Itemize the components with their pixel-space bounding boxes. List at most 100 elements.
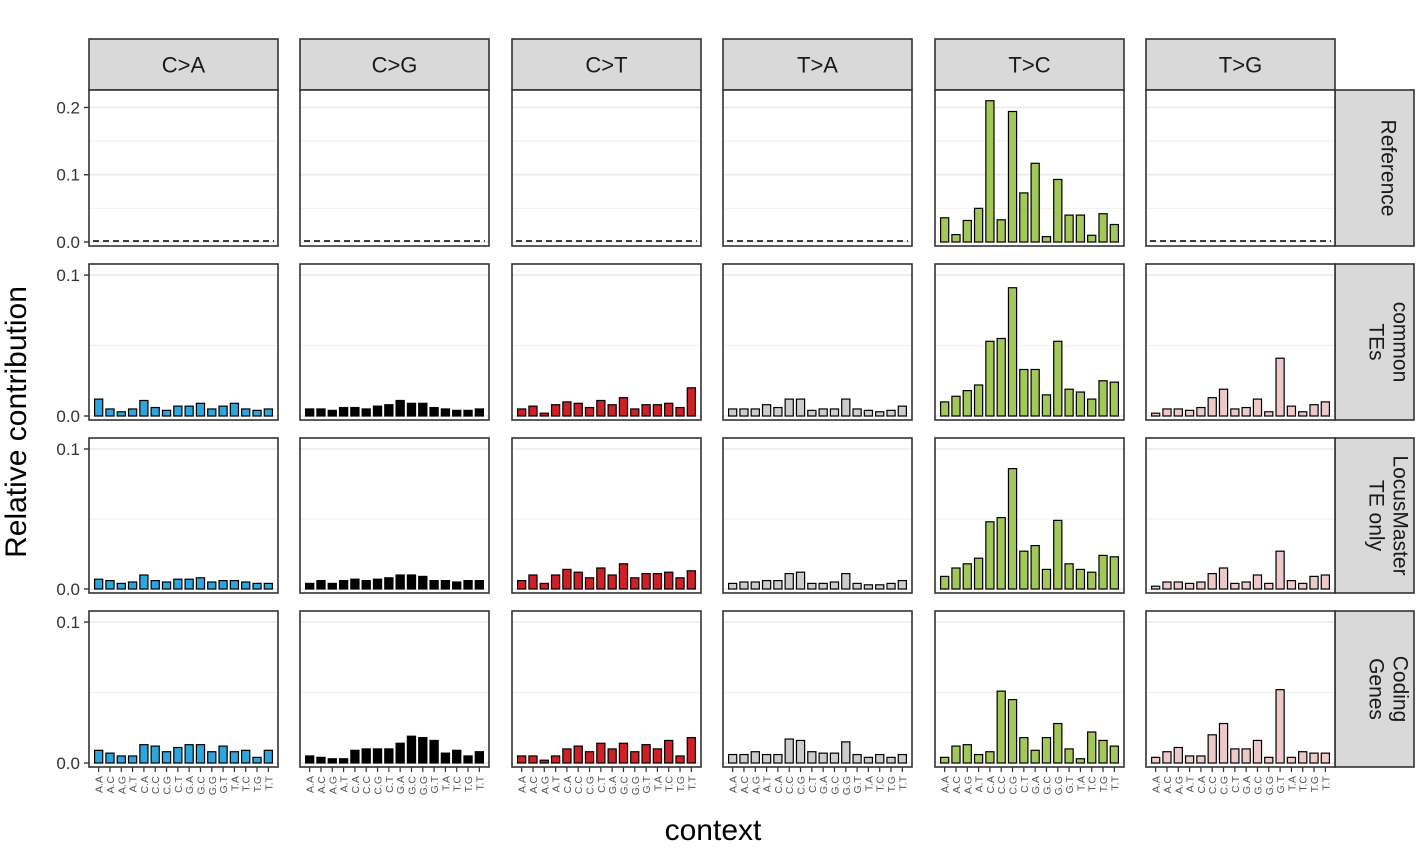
panel-border [299, 610, 490, 768]
xtick-label-t-to-g-t-c: T.C [1298, 776, 1310, 792]
bar-c-to-g-c-g [372, 405, 383, 417]
bar-t-to-c-a-t [973, 753, 984, 764]
bar-c-to-g-c-g [372, 578, 383, 590]
xtick-label-t-to-c-c-a: C.A [985, 776, 997, 794]
xtick-label-t-to-a-t-t: T.T [897, 775, 909, 790]
bar-c-to-t-a-a [516, 408, 527, 417]
xtick-label-c-to-g-g-g: G.G [418, 776, 430, 795]
bar-t-to-c-t-t [1109, 745, 1120, 764]
xtick-label-t-to-a-c-a: C.A [773, 776, 785, 794]
panel-background [512, 90, 701, 246]
bar-c-to-g-a-g [327, 582, 337, 590]
bar-t-to-a-c-a [773, 406, 783, 417]
bar-t-to-c-g-g [1053, 340, 1063, 417]
bar-t-to-c-t-t [1109, 556, 1120, 590]
bar-t-to-g-t-g [1309, 575, 1319, 590]
bar-c-to-g-c-c [361, 748, 371, 764]
xtick-label-c-to-g-g-a: G.A [395, 776, 407, 794]
bar-c-to-t-g-c [618, 397, 629, 417]
bar-c-to-t-a-g [539, 582, 549, 590]
xtick-label-c-to-t-c-g: C.G [585, 776, 597, 795]
bar-c-to-g-c-c [361, 408, 371, 417]
bar-c-to-a-c-a [139, 399, 149, 417]
xtick-label-c-to-a-c-c: C.C [150, 776, 162, 795]
bar-t-to-c-g-c [1041, 394, 1052, 417]
xtick-label-c-to-a-c-g: C.G [162, 776, 174, 795]
panel-reference-t-to-a [722, 89, 913, 247]
bar-t-to-c-c-c [996, 337, 1006, 417]
bar-t-to-a-c-t [807, 582, 817, 590]
panel-border [722, 263, 913, 421]
bar-t-to-g-t-a [1286, 405, 1297, 417]
bar-c-to-t-t-g [675, 406, 685, 417]
bar-t-to-c-t-a [1075, 568, 1086, 590]
facet-panels [88, 89, 1336, 768]
xtick-label-t-to-g-g-a: G.A [1241, 776, 1253, 794]
bar-t-to-c-c-t [1019, 192, 1029, 243]
bar-c-to-g-t-g [463, 409, 473, 417]
panel-border [511, 610, 702, 768]
xtick-label-t-to-c-c-g: C.G [1008, 776, 1020, 795]
bar-t-to-c-a-g [962, 563, 972, 590]
bar-c-to-g-a-a [304, 755, 315, 764]
bar-t-to-a-c-c [784, 572, 794, 590]
xtick-label-t-to-g-g-c: G.C [1252, 776, 1264, 795]
bar-t-to-c-a-g [962, 744, 972, 764]
bar-t-to-g-g-g [1264, 756, 1274, 764]
xtick-label-c-to-g-a-c: A.C [316, 776, 328, 794]
bar-t-to-a-c-t [807, 751, 817, 764]
bar-t-to-a-g-g [841, 398, 851, 417]
xtick-label-c-to-t-t-c: T.C [664, 776, 676, 792]
xtick-label-t-to-a-g-t: G.T [852, 775, 864, 793]
panel-background [1146, 438, 1335, 593]
bar-t-to-c-t-a [1075, 391, 1086, 417]
bar-c-to-g-a-t [338, 758, 349, 764]
bar-t-to-g-t-c [1298, 582, 1308, 590]
panel-background [89, 611, 278, 767]
xtick-label-t-to-g-c-a: C.A [1196, 776, 1208, 794]
bar-t-to-c-a-c [951, 234, 961, 243]
panel-background [89, 438, 278, 593]
bar-c-to-t-g-c [618, 563, 629, 590]
xtick-label-t-to-c-a-c: A.C [951, 776, 963, 794]
xtick-label-t-to-c-g-g: G.G [1053, 776, 1065, 795]
bar-c-to-g-t-t [474, 751, 485, 764]
xtick-label-t-to-g-a-g: A.G [1173, 776, 1185, 794]
bar-t-to-g-a-g [1173, 408, 1183, 417]
bar-c-to-g-t-g [463, 579, 473, 590]
bar-c-to-t-t-t [686, 570, 697, 590]
panel-border [1145, 610, 1336, 768]
bar-t-to-a-t-c [875, 411, 885, 417]
bar-t-to-g-t-t [1320, 574, 1331, 590]
xtick-label-t-to-a-g-a: G.A [818, 776, 830, 794]
bar-c-to-a-t-a [229, 579, 240, 590]
bar-t-to-c-a-c [951, 395, 961, 417]
bar-t-to-a-g-c [829, 408, 840, 417]
bar-c-to-t-a-c [528, 574, 538, 590]
bar-t-to-a-g-c [829, 581, 840, 590]
bar-c-to-t-t-t [686, 387, 697, 417]
bar-c-to-g-a-t [338, 579, 349, 590]
xtick-label-c-to-t-t-g: T.G [675, 776, 687, 792]
row-label-common-tes-line-2: TEs [1365, 323, 1388, 360]
panel-border [88, 263, 279, 421]
bar-t-to-c-t-a [1075, 758, 1086, 764]
bar-c-to-a-g-a [184, 578, 194, 590]
bar-t-to-g-g-t [1275, 550, 1285, 590]
xtick-label-t-to-c-t-c: T.C [1087, 776, 1099, 792]
panel-locusmaster-te-only-c-to-t [511, 437, 702, 594]
bar-c-to-a-a-g [116, 755, 126, 764]
bar-t-to-g-a-t [1184, 755, 1195, 764]
bar-c-to-a-c-c [150, 579, 160, 590]
panel-background [300, 611, 489, 767]
panel-background [1146, 90, 1335, 246]
xtick-label-t-to-g-g-t: G.T [1275, 775, 1287, 793]
bar-t-to-c-c-a [985, 100, 995, 243]
xtick-label-t-to-c-c-c: C.C [996, 776, 1008, 795]
xtick-label-t-to-a-c-c: C.C [784, 776, 796, 795]
panel-border [299, 263, 490, 421]
bar-t-to-c-c-g [1007, 698, 1018, 764]
bar-t-to-c-c-t [1019, 550, 1029, 590]
bar-c-to-t-g-a [607, 404, 617, 417]
bar-t-to-g-c-t [1230, 748, 1240, 764]
